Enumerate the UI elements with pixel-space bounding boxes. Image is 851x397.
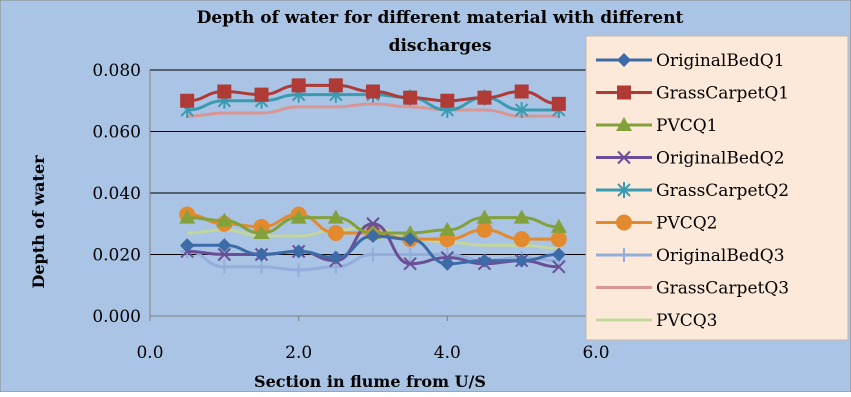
data-point-OriginalBedQ1-7 [440, 256, 455, 271]
data-point-OriginalBedQ1-0 [180, 238, 195, 253]
data-point-OriginalBedQ3-2 [254, 259, 269, 274]
data-point-PVCQ1-10 [550, 218, 567, 233]
data-point-OriginalBedQ1-6 [403, 232, 418, 247]
data-point-PVCQ1-4 [327, 209, 344, 224]
data-point-PVCQ1-8 [476, 209, 493, 224]
x-axis-title: Section in flume from U/S [254, 372, 486, 391]
data-point-GrassCarpetQ2-9 [514, 101, 529, 118]
data-point-OriginalBedQ1-4 [328, 250, 343, 265]
data-point-OriginalBedQ1-3 [291, 244, 306, 259]
legend-label: OriginalBedQ2 [656, 149, 785, 169]
legend-marker-OriginalBedQ3 [617, 248, 631, 262]
legend-marker-OriginalBedQ1 [617, 53, 631, 67]
data-point-OriginalBedQ1-8 [477, 253, 492, 268]
data-point-PVCQ1-3 [290, 209, 307, 224]
legend-marker-OriginalBedQ2 [617, 150, 631, 165]
data-point-PVCQ1-9 [513, 209, 530, 224]
data-point-PVCQ1-0 [179, 209, 196, 224]
data-point-OriginalBedQ1-5 [366, 229, 380, 244]
legend-label: GrassCarpetQ3 [656, 279, 789, 299]
data-point-PVCQ2-8 [476, 221, 493, 238]
legend-label: GrassCarpetQ2 [656, 181, 789, 201]
legend-label: OriginalBedQ1 [656, 51, 785, 71]
legend-item-OriginalBedQ1: OriginalBedQ1 [596, 51, 785, 71]
data-point-GrassCarpetQ1-10 [551, 96, 566, 111]
data-point-GrassCarpetQ1-8 [477, 90, 492, 105]
data-point-OriginalBedQ2-5 [366, 217, 380, 231]
data-point-OriginalBedQ3-6 [403, 247, 418, 262]
legend-item-GrassCarpetQ3: GrassCarpetQ3 [596, 279, 789, 299]
data-point-PVCQ1-1 [216, 212, 233, 227]
x-tick-label: 6.0 [582, 343, 609, 363]
data-point-OriginalBedQ3-5 [366, 247, 380, 262]
y-tick-label: 0.020 [92, 246, 141, 266]
data-point-OriginalBedQ1-1 [217, 238, 232, 253]
data-point-GrassCarpetQ1-1 [217, 84, 232, 99]
y-tick-label: 0.000 [92, 307, 141, 327]
legend-label: PVCQ1 [656, 116, 717, 136]
x-tick-label: 4.0 [434, 343, 461, 363]
y-tick-label: 0.040 [92, 184, 141, 204]
data-point-GrassCarpetQ1-9 [514, 84, 529, 99]
legend-marker-GrassCarpetQ1 [617, 85, 631, 100]
data-point-OriginalBedQ1-9 [514, 253, 529, 268]
data-point-GrassCarpetQ1-3 [291, 78, 306, 93]
x-tick-label: 2.0 [285, 343, 312, 363]
data-point-OriginalBedQ2-1 [217, 247, 232, 262]
series-group [179, 78, 567, 277]
legend-item-PVCQ3: PVCQ3 [596, 311, 717, 331]
y-tick-label: 0.080 [92, 61, 141, 81]
data-point-GrassCarpetQ1-6 [403, 90, 418, 105]
y-axis-title: Depth of water [29, 155, 48, 289]
series-GrassCarpetQ1 [180, 78, 566, 111]
chart-title-line-1: Depth of water for different material wi… [197, 8, 684, 28]
legend-item-PVCQ2: PVCQ2 [596, 214, 717, 234]
data-point-PVCQ1-6 [402, 224, 419, 239]
data-point-PVCQ2-4 [327, 224, 344, 241]
tick-labels: 0.000 0.020 0.040 0.060 0.080 0.0 2.0 4.0 6.0 [92, 61, 609, 363]
legend-label: GrassCarpetQ1 [656, 84, 789, 104]
data-point-PVCQ2-9 [513, 231, 530, 248]
axes [149, 70, 596, 317]
x-tick-label: 0.0 [136, 343, 163, 363]
data-point-OriginalBedQ3-3 [291, 262, 306, 277]
legend: OriginalBedQ1 GrassCarpetQ1 PVCQ1 OriginalB… [596, 51, 789, 331]
series-GrassCarpetQ3 [187, 102, 559, 118]
data-point-GrassCarpetQ1-7 [440, 93, 455, 108]
y-tick-label: 0.060 [92, 123, 141, 143]
legend-item-OriginalBedQ3: OriginalBedQ3 [596, 246, 785, 266]
data-point-OriginalBedQ1-10 [551, 247, 566, 262]
legend-item-GrassCarpetQ2: GrassCarpetQ2 [596, 181, 789, 201]
data-point-PVCQ1-2 [253, 224, 270, 239]
legend-marker-PVCQ2 [616, 214, 632, 231]
data-point-GrassCarpetQ1-2 [254, 87, 269, 102]
series-OriginalBedQ1 [180, 229, 566, 271]
legend-label: PVCQ2 [656, 214, 717, 234]
data-point-OriginalBedQ3-1 [217, 259, 232, 274]
data-point-PVCQ2-10 [550, 231, 567, 248]
legend-item-PVCQ1: PVCQ1 [596, 116, 717, 136]
data-point-OriginalBedQ2-6 [403, 257, 417, 271]
legend-item-GrassCarpetQ1: GrassCarpetQ1 [596, 84, 789, 104]
legend-marker-GrassCarpetQ2 [617, 182, 631, 198]
data-point-GrassCarpetQ1-0 [180, 93, 195, 108]
chart-title-line-2: discharges [389, 36, 492, 56]
data-point-OriginalBedQ1-2 [254, 247, 269, 262]
data-point-OriginalBedQ2-10 [552, 260, 566, 274]
legend-label: OriginalBedQ3 [656, 246, 785, 266]
data-point-GrassCarpetQ1-5 [366, 84, 380, 99]
data-point-PVCQ1-7 [439, 221, 456, 236]
data-point-GrassCarpetQ1-4 [328, 78, 343, 93]
legend-label: PVCQ3 [656, 311, 717, 331]
series-line-GrassCarpetQ3 [187, 102, 559, 118]
legend-marker-PVCQ1 [616, 117, 632, 131]
legend-item-OriginalBedQ2: OriginalBedQ2 [596, 149, 785, 169]
